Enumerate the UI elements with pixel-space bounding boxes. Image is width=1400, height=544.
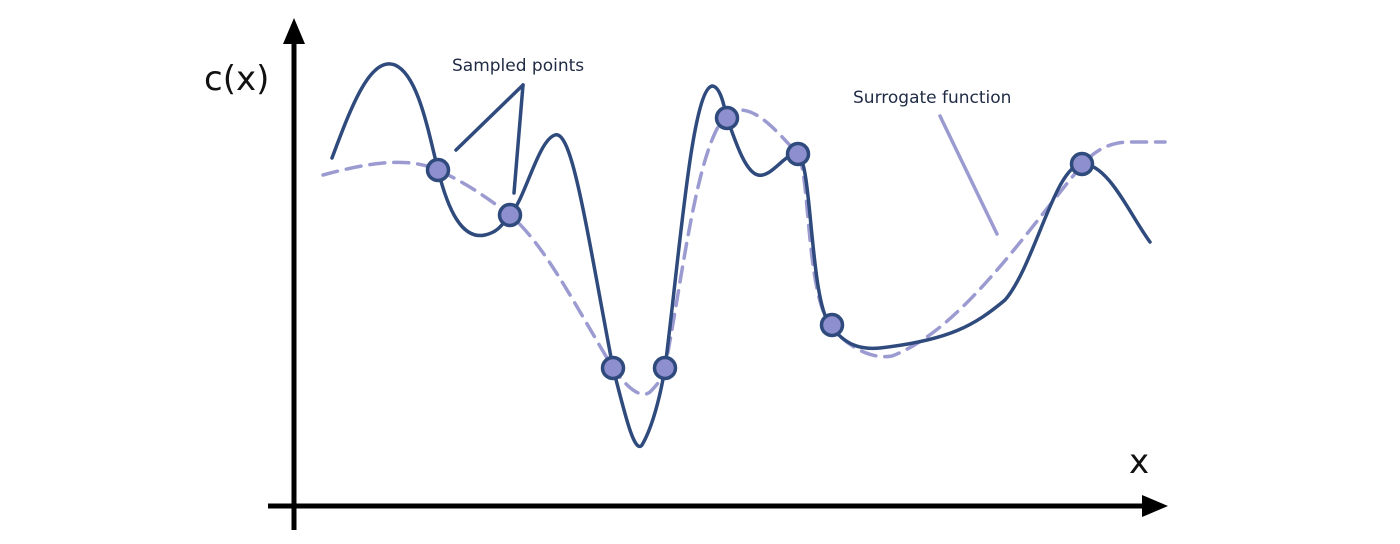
sampled-point xyxy=(600,355,626,381)
sampled-point xyxy=(785,141,811,167)
axes xyxy=(268,18,1168,530)
sampled-points-label: Sampled points xyxy=(452,56,584,76)
surrogate-pointer-line xyxy=(938,114,999,236)
sampled-point xyxy=(425,157,451,183)
y-axis-arrowhead xyxy=(283,18,305,44)
sampled-point xyxy=(1069,151,1095,177)
sampled-point xyxy=(497,202,523,228)
sampled-point xyxy=(714,105,740,131)
sampled-point xyxy=(652,355,678,381)
surrogate-function-label: Surrogate function xyxy=(853,88,1011,108)
sampled-points xyxy=(425,105,1095,381)
y-axis-label: c(x) xyxy=(204,59,269,99)
sampled-point xyxy=(819,312,845,338)
true-function-curve xyxy=(330,62,1152,449)
x-axis-label: x xyxy=(1129,442,1149,482)
surrogate-function-curve xyxy=(321,108,1167,396)
sampled-points-pointers xyxy=(454,83,525,195)
pointer-line-1 xyxy=(454,83,525,152)
pointer-line-2 xyxy=(512,83,525,195)
x-axis-arrowhead xyxy=(1142,495,1168,517)
